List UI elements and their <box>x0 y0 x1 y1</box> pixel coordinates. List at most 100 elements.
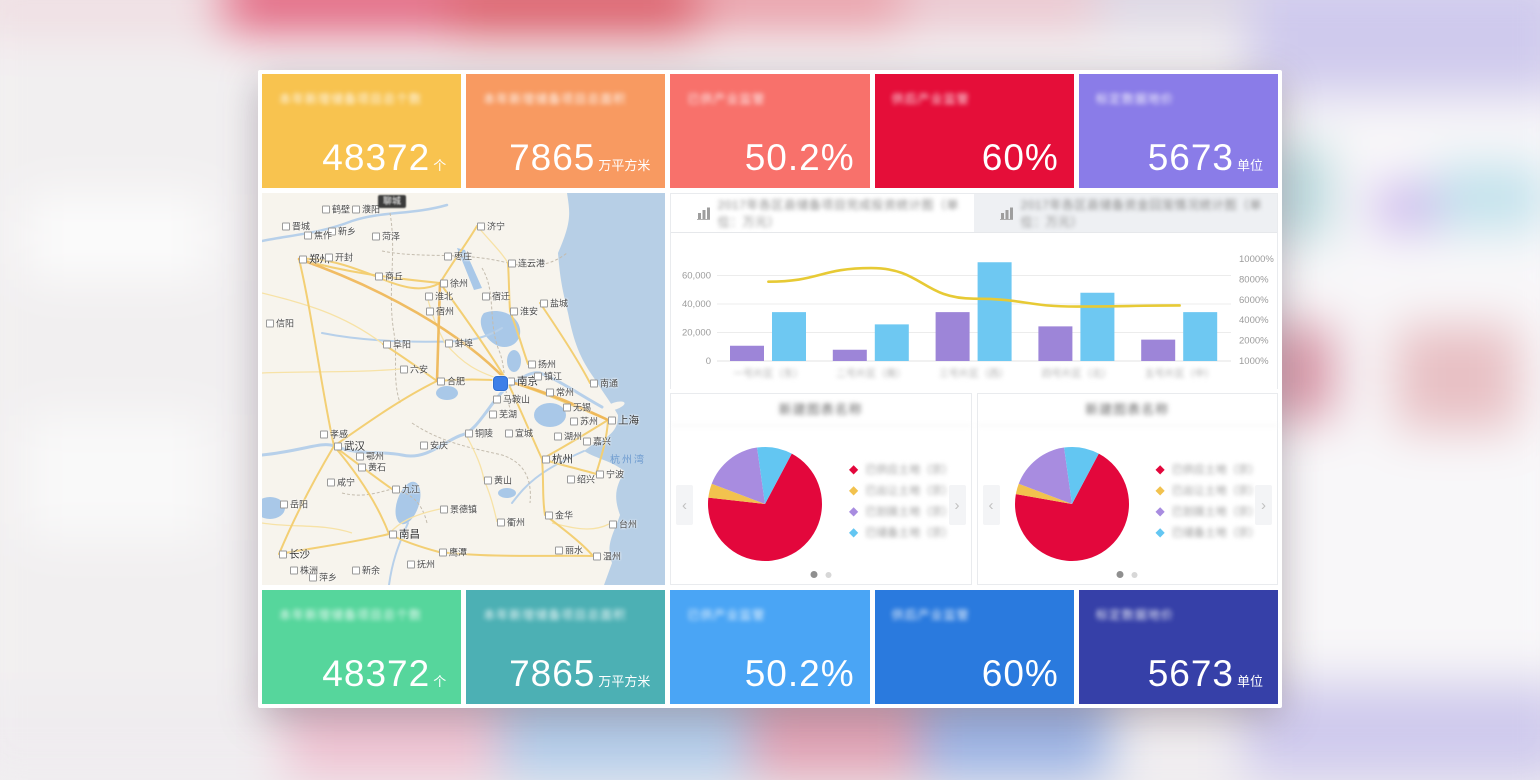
top-stat-card-4[interactable]: 供后产业监管 60% <box>874 74 1074 188</box>
svg-text:4000%: 4000% <box>1239 315 1269 326</box>
pie-slice[interactable] <box>708 453 822 561</box>
pie-slice[interactable] <box>1015 483 1072 504</box>
city-dot-icon <box>425 292 433 301</box>
pie-slice[interactable] <box>711 447 765 504</box>
card-value: 48372 个 <box>322 655 446 692</box>
carousel-dot-active[interactable] <box>1116 571 1124 578</box>
city-dot-icon <box>420 441 428 450</box>
card-title: 已供产业监管 <box>687 608 766 622</box>
pie-legend: ◆ 已供应土地（宗） ◆ 已出让土地（宗） ◆ 已划拨土地（宗） ◆ 已储备土地（宗） <box>1156 458 1260 542</box>
bar-chart-area: 0 20,000 40,000 60,000 1000% 2000% 4000% 6000% 8… <box>671 233 1277 394</box>
card-title: 标定数据地价 <box>1095 608 1174 622</box>
card-value-unit: 万平方米 <box>598 674 651 689</box>
top-stat-card-1[interactable]: 本年新增储备项目总个数 48372 个 <box>262 74 462 188</box>
top-stat-card-3[interactable]: 已供产业监管 50.2% <box>670 74 870 188</box>
map-city-label: 湖州 <box>554 430 582 443</box>
map-tooltip: 聊城 <box>378 195 407 208</box>
svg-text:2000%: 2000% <box>1239 336 1269 347</box>
legend-item-4[interactable]: ◆ 已储备土地（宗） <box>849 521 953 542</box>
card-value-number: 60% <box>981 137 1059 178</box>
map-marker-nanjing[interactable] <box>493 376 508 391</box>
legend-item-3[interactable]: ◆ 已划拨土地（宗） <box>1156 500 1260 521</box>
city-dot-icon <box>542 455 550 464</box>
legend-item-2[interactable]: ◆ 已出让土地（宗） <box>849 479 953 500</box>
middle-row: 晋城 鹤壁 濮阳 新乡 焦作 郑州 开封 菏泽 济宁 枣庄 商丘 徐州 连云港 宿迁 淮安 盐城 淮北 宿州 阜阳 蚌… <box>262 193 1278 585</box>
carousel-next-button[interactable]: › <box>948 485 966 525</box>
legend-diamond-icon: ◆ <box>1155 524 1165 539</box>
pie-legend: ◆ 已供应土地（宗） ◆ 已出让土地（宗） ◆ 已划拨土地（宗） ◆ 已储备土地（宗） <box>849 458 953 542</box>
pie-chart <box>1014 447 1129 561</box>
legend-label: 已划拨土地（宗） <box>1171 505 1260 518</box>
pie-slice[interactable] <box>1014 453 1129 561</box>
carousel-prev-button[interactable]: ‹ <box>982 485 1000 525</box>
map-city-label: 合肥 <box>437 375 465 388</box>
city-dot-icon <box>570 417 578 426</box>
map-city-label: 绍兴 <box>567 473 595 486</box>
city-dot-icon <box>477 222 485 231</box>
top-stat-card-5[interactable]: 标定数据地价 5673 单位 <box>1078 74 1279 188</box>
svg-text:10000%: 10000% <box>1239 254 1274 265</box>
top-stat-card-2[interactable]: 本年新增储备项目总面积 7865 万平方米 <box>466 74 666 188</box>
svg-text:8000%: 8000% <box>1239 274 1269 285</box>
legend-item-1[interactable]: ◆ 已供应土地（宗） <box>849 458 953 479</box>
svg-text:四号片区（北）: 四号片区（北） <box>1042 367 1112 380</box>
map-city-label: 连云港 <box>508 257 545 270</box>
svg-text:20,000: 20,000 <box>682 328 711 339</box>
tab-bar-chart-2[interactable]: 2017年各区县储备资金回笼情况统计图（单位：万元） <box>974 194 1277 232</box>
carousel-prev-button[interactable]: ‹ <box>676 485 693 525</box>
pie-slice[interactable] <box>757 447 792 504</box>
map-city-label: 苏州 <box>570 415 598 428</box>
bottom-stat-card-4[interactable]: 供后产业监管 60% <box>874 590 1074 704</box>
card-title: 本年新增储备项目总面积 <box>483 92 627 106</box>
map-city-label: 焦作 <box>304 229 332 242</box>
map-city-label: 晋城 <box>282 220 310 233</box>
carousel-dot-active[interactable] <box>810 571 818 578</box>
city-dot-icon <box>508 259 516 268</box>
pie-slice[interactable] <box>1063 447 1099 504</box>
card-value: 5673 单位 <box>1148 655 1263 692</box>
legend-label: 已供应土地（宗） <box>1171 463 1260 476</box>
legend-label: 已储备土地（宗） <box>865 526 954 539</box>
bottom-stat-cards: 本年新增储备项目总个数 48372 个本年新增储备项目总面积 7865 万平方米 已供产业… <box>262 590 1279 704</box>
pie-chart-title: 新建图表名称 <box>977 394 1277 426</box>
map-city-label: 嘉兴 <box>583 435 611 448</box>
bottom-stat-card-3[interactable]: 已供产业监管 50.2% <box>670 590 870 704</box>
carousel-next-button[interactable]: › <box>1255 485 1272 525</box>
city-dot-icon <box>352 205 360 214</box>
card-value: 48372 个 <box>322 139 446 176</box>
city-dot-icon <box>567 475 575 484</box>
city-dot-icon <box>327 478 335 487</box>
map-city-label: 宿州 <box>426 305 454 318</box>
carousel-dot[interactable] <box>1131 571 1138 578</box>
bottom-stat-card-2[interactable]: 本年新增储备项目总面积 7865 万平方米 <box>466 590 666 704</box>
bottom-stat-card-5[interactable]: 标定数据地价 5673 单位 <box>1078 590 1279 704</box>
map-city-label: 长沙 <box>279 547 310 562</box>
city-dot-icon <box>392 485 400 494</box>
legend-item-1[interactable]: ◆ 已供应土地（宗） <box>1156 458 1260 479</box>
map-city-label: 扬州 <box>528 358 556 371</box>
card-value: 60% <box>982 139 1059 176</box>
city-dot-icon <box>505 429 513 438</box>
map-city-label: 徐州 <box>440 277 468 290</box>
city-dot-icon <box>465 429 473 438</box>
city-dot-icon <box>608 416 616 425</box>
map-city-label: 六安 <box>400 363 428 376</box>
pie-slice[interactable] <box>708 483 765 504</box>
legend-item-4[interactable]: ◆ 已储备土地（宗） <box>1156 521 1260 542</box>
city-dot-icon <box>299 255 307 264</box>
bottom-stat-card-1[interactable]: 本年新增储备项目总个数 48372 个 <box>262 590 462 704</box>
pie-chart <box>708 447 822 561</box>
map-panel[interactable]: 晋城 鹤壁 濮阳 新乡 焦作 郑州 开封 菏泽 济宁 枣庄 商丘 徐州 连云港 宿迁 淮安 盐城 淮北 宿州 阜阳 蚌… <box>262 193 665 585</box>
pie-slice[interactable] <box>1018 447 1072 504</box>
legend-item-3[interactable]: ◆ 已划拨土地（宗） <box>849 500 953 521</box>
legend-item-2[interactable]: ◆ 已出让土地（宗） <box>1156 479 1260 500</box>
map-city-label: 郑州 <box>299 252 330 267</box>
card-value-number: 50.2% <box>744 653 855 694</box>
bar-line-chart: 0 20,000 40,000 60,000 1000% 2000% 4000% 6000% 8… <box>682 254 1274 380</box>
city-dot-icon <box>484 476 492 485</box>
card-value: 60% <box>982 655 1059 692</box>
city-dot-icon <box>534 372 542 381</box>
tab-bar-chart-1[interactable]: 2017年各区县储备项目完成投资统计图（单位：万元） <box>671 194 974 232</box>
carousel-dot[interactable] <box>825 571 832 578</box>
city-dot-icon <box>510 307 518 316</box>
